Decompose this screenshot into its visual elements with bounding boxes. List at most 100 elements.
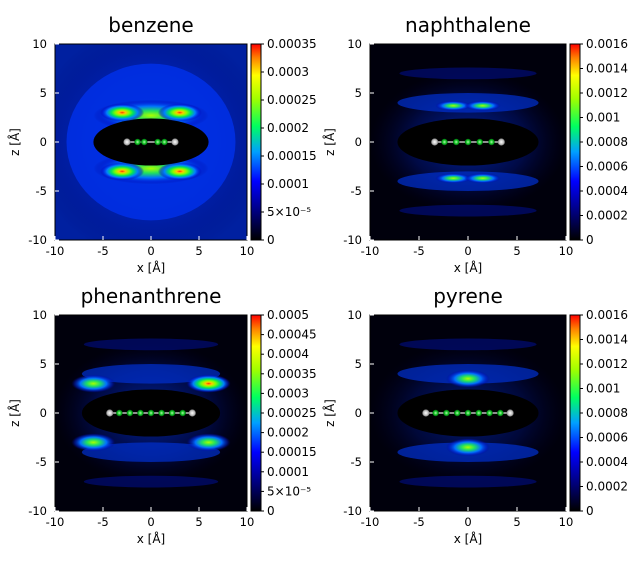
colorbar-tick-label: 0 [586, 233, 594, 247]
carbon-atom [141, 138, 148, 146]
x-axis-label: x [Å] [137, 531, 166, 546]
colorbar-tick-label: 0.0001 [267, 465, 309, 479]
x-tick-label: 0 [147, 515, 154, 529]
colorbar-tick-label: 0.00045 [267, 328, 317, 342]
x-tick-label: -5 [413, 515, 424, 529]
colorbar [250, 314, 262, 512]
colorbar-tick-label: 5×10⁻⁵ [267, 484, 311, 498]
y-axis-label: z [Å] [7, 399, 22, 427]
density-peak [157, 103, 202, 122]
molecule [431, 138, 505, 146]
plot-area [55, 315, 247, 511]
colorbar-tick-label: 0.0002 [586, 480, 628, 494]
carbon-atom [161, 138, 168, 146]
density-peak [100, 103, 145, 122]
colorbar-tick-label: 0.0003 [267, 386, 309, 400]
colorbar-tick-label: 0.0016 [586, 37, 628, 51]
carbon-atom [147, 409, 155, 417]
x-axis-label: x [Å] [454, 531, 483, 546]
x-tick-label: -5 [97, 515, 108, 529]
y-tick-label: -10 [28, 504, 47, 518]
x-tick-label: 0 [147, 244, 154, 258]
x-axis-label: x [Å] [454, 260, 483, 275]
carbon-atom [137, 409, 144, 417]
density-peak [435, 100, 472, 111]
y-tick-label: 5 [40, 357, 47, 371]
colorbar-tick-label: 0.0014 [586, 62, 628, 76]
molecule [106, 409, 196, 417]
density-lower-band [83, 475, 219, 488]
y-tick-label: 5 [355, 86, 362, 100]
colorbar-tick-label: 0 [586, 504, 594, 518]
density-upper-band [399, 67, 537, 80]
density-upper-band [83, 338, 219, 351]
colorbar-tick-label: 0.0004 [586, 455, 628, 469]
hydrogen-atom [497, 138, 505, 146]
x-tick-label: 5 [513, 515, 520, 529]
density-peak [446, 438, 490, 457]
hydrogen-atom [188, 409, 196, 417]
colorbar-tick-label: 0.0012 [586, 86, 628, 100]
colorbar-tick-label: 0.0014 [586, 333, 628, 347]
chart-title: phenanthrene [81, 284, 222, 308]
chart-title: benzene [108, 13, 193, 37]
y-tick-label: 0 [40, 135, 47, 149]
colorbar-tick-label: 0 [267, 504, 275, 518]
y-axis-label: z [Å] [322, 399, 337, 427]
x-tick-label: 10 [240, 244, 255, 258]
x-tick-label: 0 [464, 244, 471, 258]
x-tick-label: 0 [464, 515, 471, 529]
y-axis-label: z [Å] [7, 128, 22, 156]
carbon-atom [126, 409, 134, 417]
colorbar-tick-label: 0.0016 [586, 308, 628, 322]
density-upper-band [399, 338, 537, 351]
x-tick-label: -10 [46, 515, 65, 529]
chart-title: pyrene [433, 284, 503, 308]
carbon-atom [441, 138, 448, 146]
colorbar-tick-label: 0.00025 [267, 406, 317, 420]
y-tick-label: 5 [355, 357, 362, 371]
carbon-atom [454, 409, 461, 417]
x-tick-label: -5 [413, 244, 424, 258]
panel-benzene: benzene -10 -5 0 5 10 10 5 0 -5 -10 x [Å] z [Å] 0.000… [7, 13, 317, 275]
density-peak [186, 433, 231, 452]
density-top-shell [81, 364, 221, 384]
panel-pyrene: pyrene -10 -5 0 5 10 10 5 0 -5 -10 x [Å] z [Å] 0.0016… [322, 284, 628, 546]
y-tick-label: -10 [343, 233, 362, 247]
x-tick-label: 5 [513, 244, 520, 258]
density-peak [435, 173, 472, 184]
y-tick-label: 10 [347, 308, 362, 322]
y-tick-label: -5 [36, 455, 47, 469]
colorbar-tick-label: 0.0004 [267, 347, 309, 361]
hydrogen-atom [506, 409, 514, 417]
colorbar-tick-label: 0.001 [586, 382, 620, 396]
y-tick-label: 5 [40, 86, 47, 100]
carbon-atom [497, 409, 504, 417]
density-peak [157, 162, 202, 181]
colorbar-tick-label: 0.0006 [586, 431, 628, 445]
panel-phenanthrene: phenanthrene -10 -5 0 5 10 10 5 0 -5 -10 x [Å] z [Å]… [7, 284, 317, 546]
density-bottom-shell [81, 442, 221, 463]
y-tick-label: -10 [343, 504, 362, 518]
colorbar-tick-label: 0.0008 [586, 406, 628, 420]
y-axis-label: z [Å] [322, 128, 337, 156]
colorbar-tick-label: 0.0012 [586, 357, 628, 371]
x-axis-label: x [Å] [137, 260, 166, 275]
colorbar [250, 43, 262, 241]
y-tick-label: -5 [36, 184, 47, 198]
plot-area [55, 44, 247, 240]
colorbar [569, 43, 581, 241]
density-peak [71, 433, 116, 452]
density-peak [100, 162, 145, 181]
carbon-atom [453, 138, 460, 146]
colorbar-tick-label: 0.0001 [267, 177, 309, 191]
density-top-shell [397, 93, 539, 113]
colorbar-tick-label: 0.0006 [586, 160, 628, 174]
carbon-atom [134, 138, 141, 146]
plot-area [370, 44, 566, 240]
hydrogen-atom [106, 409, 114, 417]
colorbar-tick-label: 0 [267, 233, 275, 247]
colorbar [569, 314, 581, 512]
